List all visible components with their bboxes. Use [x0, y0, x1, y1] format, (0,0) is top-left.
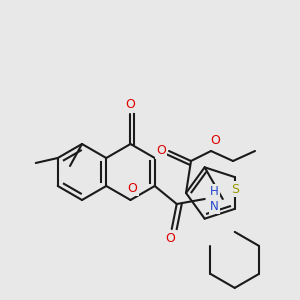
Text: O: O — [156, 145, 166, 158]
Text: O: O — [128, 182, 137, 194]
Text: O: O — [165, 232, 175, 245]
Text: O: O — [210, 134, 220, 148]
Text: S: S — [231, 183, 239, 196]
Text: O: O — [126, 98, 135, 110]
Text: H
N: H N — [210, 185, 219, 213]
